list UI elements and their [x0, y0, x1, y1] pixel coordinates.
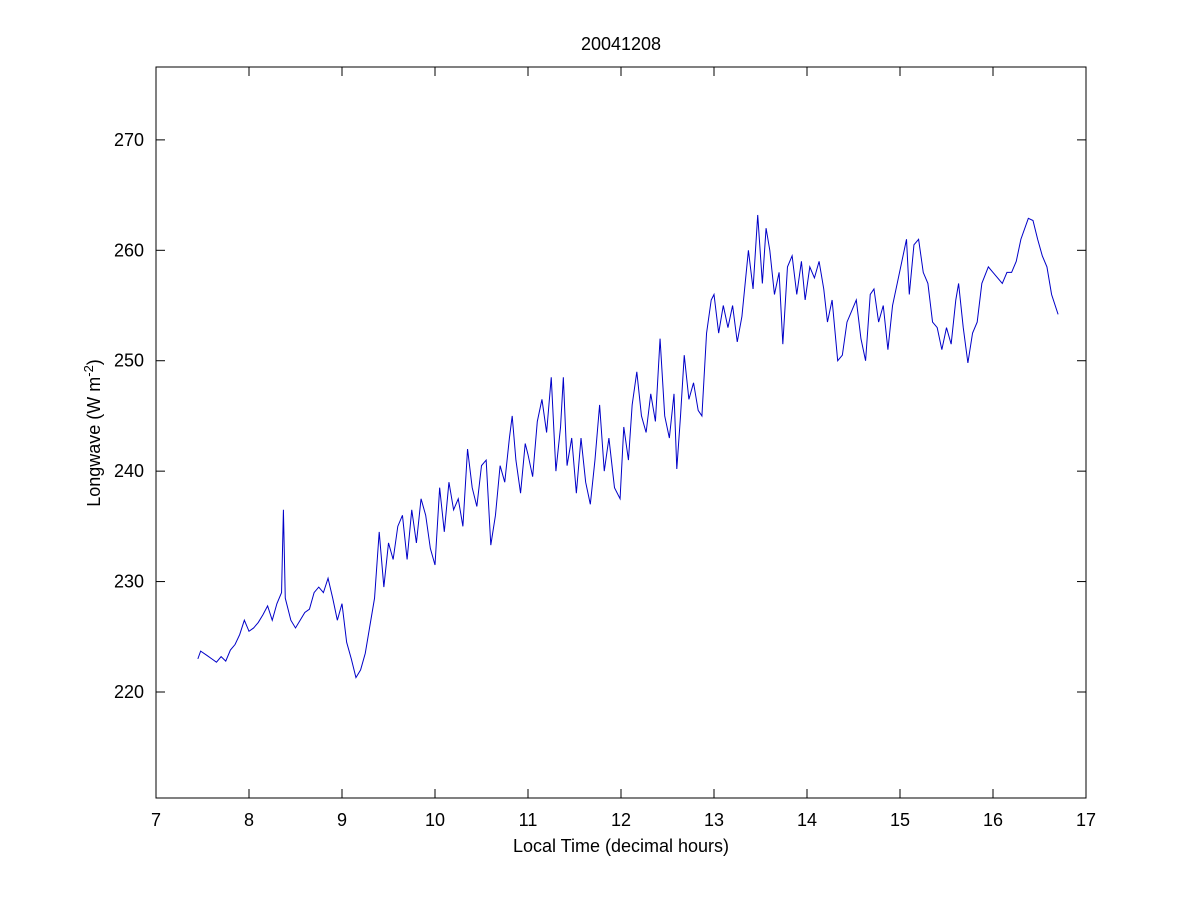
x-tick-label: 12: [611, 810, 631, 830]
x-tick-label: 14: [797, 810, 817, 830]
y-tick-label: 260: [114, 240, 144, 260]
x-tick-label: 7: [151, 810, 161, 830]
y-tick-label: 240: [114, 461, 144, 481]
chart-title: 20041208: [581, 34, 661, 54]
x-tick-label: 13: [704, 810, 724, 830]
x-tick-label: 11: [519, 810, 538, 830]
y-label-suffix: ): [84, 359, 104, 365]
y-tick-label: 220: [114, 682, 144, 702]
y-tick-label: 250: [114, 351, 144, 371]
data-line: [197, 214, 1059, 679]
x-tick-label: 8: [244, 810, 254, 830]
x-tick-label: 10: [425, 810, 445, 830]
x-tick-label: 9: [337, 810, 347, 830]
y-tick-label: 270: [114, 130, 144, 150]
y-tick-label: 230: [114, 572, 144, 592]
x-tick-label: 15: [890, 810, 910, 830]
x-axis-label: Local Time (decimal hours): [513, 836, 729, 856]
y-axis-label: Longwave (W m-2): [81, 359, 104, 507]
x-tick-label: 17: [1076, 810, 1096, 830]
x-tick-label: 16: [983, 810, 1003, 830]
y-label-superscript: -2: [81, 365, 96, 377]
y-label-text: Longwave (W m: [84, 377, 104, 507]
